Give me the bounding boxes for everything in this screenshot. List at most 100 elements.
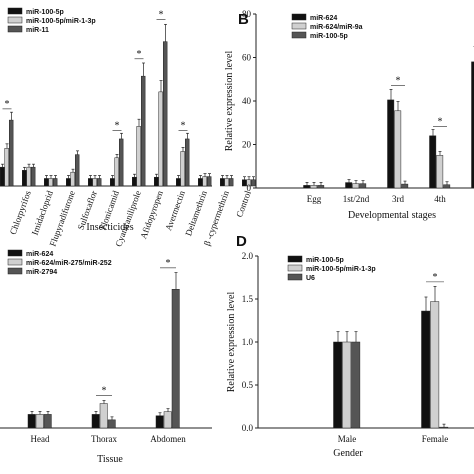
category-label: Afidopyropen xyxy=(138,189,165,240)
bar xyxy=(53,178,58,187)
bar xyxy=(155,415,164,429)
y-tick-label: 0 xyxy=(247,183,252,193)
legend-swatch xyxy=(7,7,23,15)
bar xyxy=(75,154,80,187)
bar xyxy=(110,178,115,187)
legend-swatch xyxy=(291,22,307,30)
panel-a: ChlorpyrifosImidaclopridFlupyradifuroneS… xyxy=(0,7,256,248)
bar xyxy=(4,148,9,187)
bar xyxy=(107,419,116,429)
legend-label: miR-100-5p xyxy=(306,257,344,264)
category-label: Avermectin xyxy=(163,189,187,232)
legend-label: miR-100-5p/miR-1-3p xyxy=(26,18,96,25)
legend-swatch xyxy=(287,255,303,263)
bar xyxy=(66,178,71,187)
category-label: Egg xyxy=(307,194,322,204)
legend-swatch xyxy=(7,25,23,33)
bar xyxy=(48,178,53,187)
bar xyxy=(317,185,325,189)
significance-mark: * xyxy=(137,49,142,60)
bar xyxy=(114,157,119,187)
panel-c: Head Thorax Abdomen * * miR-624 miR-624/miR-27… xyxy=(0,249,212,465)
y-tick-label: 40 xyxy=(242,96,252,106)
legend-label: miR-100-5p/miR-1-3p xyxy=(306,266,376,273)
legend-label: miR-624 xyxy=(26,251,53,258)
bar xyxy=(154,176,159,187)
category-label: 3rd xyxy=(392,194,404,204)
bar xyxy=(439,426,449,429)
panel-letter: D xyxy=(236,233,247,250)
legend-swatch xyxy=(287,273,303,281)
y-tick-label: 60 xyxy=(242,53,252,63)
significance-mark: * xyxy=(181,120,186,131)
significance-mark: * xyxy=(166,258,171,269)
legend-label: miR-624/miR-275/miR-252 xyxy=(26,260,112,267)
bar xyxy=(158,91,163,187)
bar xyxy=(401,183,409,189)
legend-swatch xyxy=(291,13,307,21)
bar xyxy=(310,185,318,189)
bar xyxy=(198,178,203,187)
significance-mark: * xyxy=(5,99,10,110)
bar xyxy=(176,178,181,187)
bar xyxy=(9,119,14,187)
category-label: Control xyxy=(234,189,253,219)
legend-swatch xyxy=(291,31,307,39)
panel-d: D 0.0 0.5 1.0 1.5 2.0 Relative expression leve… xyxy=(226,233,474,459)
x-axis-title: Insecticides xyxy=(86,222,133,233)
bar xyxy=(97,178,102,187)
bar xyxy=(141,75,146,187)
bar xyxy=(91,414,100,429)
bar xyxy=(119,138,124,187)
y-tick-label: 1.5 xyxy=(242,294,254,304)
legend-label: miR-2794 xyxy=(26,269,57,276)
bar xyxy=(345,182,353,189)
significance-mark: * xyxy=(396,76,401,87)
x-axis-title: Gender xyxy=(333,448,363,459)
legend-swatch xyxy=(7,16,23,24)
category-label: Thorax xyxy=(91,434,117,444)
significance-mark: * xyxy=(438,116,443,127)
bar xyxy=(352,183,360,189)
legend-swatch xyxy=(7,249,23,257)
significance-mark: * xyxy=(159,9,164,20)
category-label: 4th xyxy=(434,194,446,204)
bar xyxy=(99,403,108,429)
significance-mark: * xyxy=(102,386,107,397)
bar xyxy=(22,170,27,187)
bar xyxy=(207,176,212,187)
category-label: Abdomen xyxy=(150,434,186,444)
bar xyxy=(44,178,49,187)
category-label: Deltamethrin xyxy=(183,189,209,238)
legend-swatch xyxy=(7,267,23,275)
bar xyxy=(171,289,180,429)
y-tick-label: 20 xyxy=(242,140,252,150)
category-label: Imidacloprid xyxy=(30,189,55,237)
legend-label: miR-624 xyxy=(310,15,337,22)
y-tick-label: 80 xyxy=(242,9,252,19)
bar xyxy=(429,135,437,189)
x-axis-title: Tissue xyxy=(97,454,123,465)
legend-swatch xyxy=(7,258,23,266)
legend-label: miR-11 xyxy=(26,27,49,34)
bar xyxy=(43,414,52,429)
y-tick-label: 2.0 xyxy=(242,251,254,261)
bar xyxy=(27,414,36,429)
bar xyxy=(202,176,207,187)
bar xyxy=(185,138,190,187)
bar xyxy=(443,184,451,189)
category-label: Head xyxy=(31,434,50,444)
bar xyxy=(351,341,361,429)
bar xyxy=(387,99,395,189)
significance-mark: * xyxy=(433,272,438,283)
significance-mark: * xyxy=(115,120,120,131)
bar xyxy=(394,110,402,189)
bar xyxy=(359,183,367,189)
legend-swatch xyxy=(287,264,303,272)
bar xyxy=(220,178,225,187)
bar xyxy=(92,178,97,187)
bar xyxy=(180,151,185,187)
bar xyxy=(88,178,93,187)
bar xyxy=(224,178,229,187)
